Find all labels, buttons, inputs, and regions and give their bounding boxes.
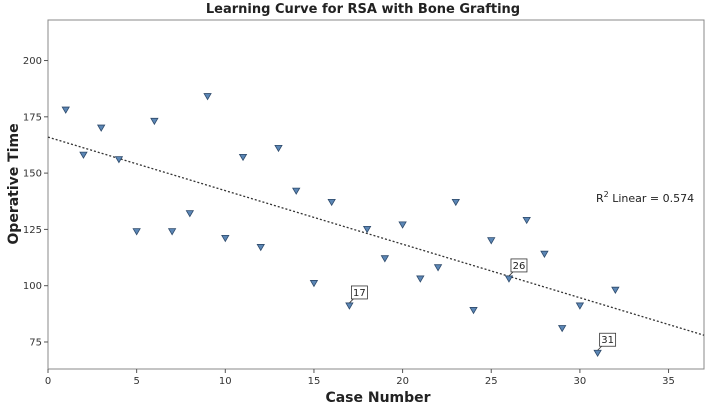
- x-axis-label: Case Number: [325, 390, 430, 406]
- r-squared-value: Linear = 0.574: [609, 192, 694, 205]
- data-point: [557, 325, 567, 333]
- data-point: [575, 302, 585, 310]
- data-point: [345, 302, 354, 310]
- data-point: [292, 187, 301, 195]
- point-label-leader: [349, 298, 354, 304]
- data-point: [522, 216, 531, 225]
- data-point: [61, 106, 70, 114]
- data-point: [433, 264, 443, 272]
- y-tick-label: 150: [23, 169, 42, 180]
- point-label: 17: [353, 288, 366, 299]
- x-tick-label: 5: [133, 376, 139, 387]
- data-point: [327, 198, 336, 207]
- data-point: [593, 349, 602, 358]
- point-label-box: [510, 258, 528, 273]
- r-squared-annotation: R2 Linear = 0.574: [596, 190, 694, 205]
- data-point: [185, 210, 195, 218]
- y-tick-label: 75: [29, 337, 42, 348]
- data-point: [256, 244, 265, 252]
- data-point: [380, 255, 390, 263]
- point-label-box: [351, 285, 368, 300]
- data-point: [132, 228, 141, 236]
- x-tick-label: 30: [574, 376, 587, 387]
- data-point: [150, 117, 159, 126]
- data-point: [203, 93, 212, 101]
- x-tick-label: 35: [662, 376, 675, 387]
- data-point: [274, 144, 283, 153]
- data-point: [611, 286, 620, 294]
- data-point: [504, 275, 514, 283]
- point-label-box: [599, 332, 617, 347]
- chart-title: Learning Curve for RSA with Bone Graftin…: [206, 2, 520, 17]
- y-tick-label: 175: [23, 112, 42, 123]
- r-squared-prefix: R: [596, 192, 604, 205]
- data-point: [451, 198, 460, 207]
- data-point: [416, 275, 425, 283]
- x-tick-label: 0: [45, 376, 51, 387]
- y-tick-label: 100: [23, 281, 42, 292]
- point-label: 31: [601, 335, 614, 346]
- data-point: [96, 124, 106, 132]
- data-point: [167, 228, 177, 236]
- data-point: [221, 235, 230, 243]
- data-point: [469, 307, 478, 315]
- x-tick-label: 20: [396, 376, 409, 387]
- linear-fit-line: [47, 136, 705, 336]
- data-point: [540, 250, 549, 258]
- data-point: [309, 280, 319, 288]
- point-label-leader: [508, 271, 514, 277]
- point-label-leader: [597, 345, 602, 351]
- y-axis-label: Operative Time: [6, 123, 22, 244]
- r-squared-sup: 2: [604, 190, 609, 199]
- plot-frame: [47, 19, 705, 370]
- data-point: [398, 221, 407, 229]
- data-point: [79, 151, 88, 159]
- x-tick-label: 10: [219, 376, 232, 387]
- data-point: [487, 237, 496, 245]
- point-label: 26: [513, 261, 526, 272]
- y-tick-label: 125: [23, 225, 42, 236]
- data-point: [114, 156, 124, 164]
- data-point: [362, 225, 372, 234]
- x-tick-label: 15: [308, 376, 321, 387]
- y-tick-label: 200: [23, 56, 42, 67]
- x-tick-label: 25: [485, 376, 498, 387]
- data-point: [238, 153, 248, 162]
